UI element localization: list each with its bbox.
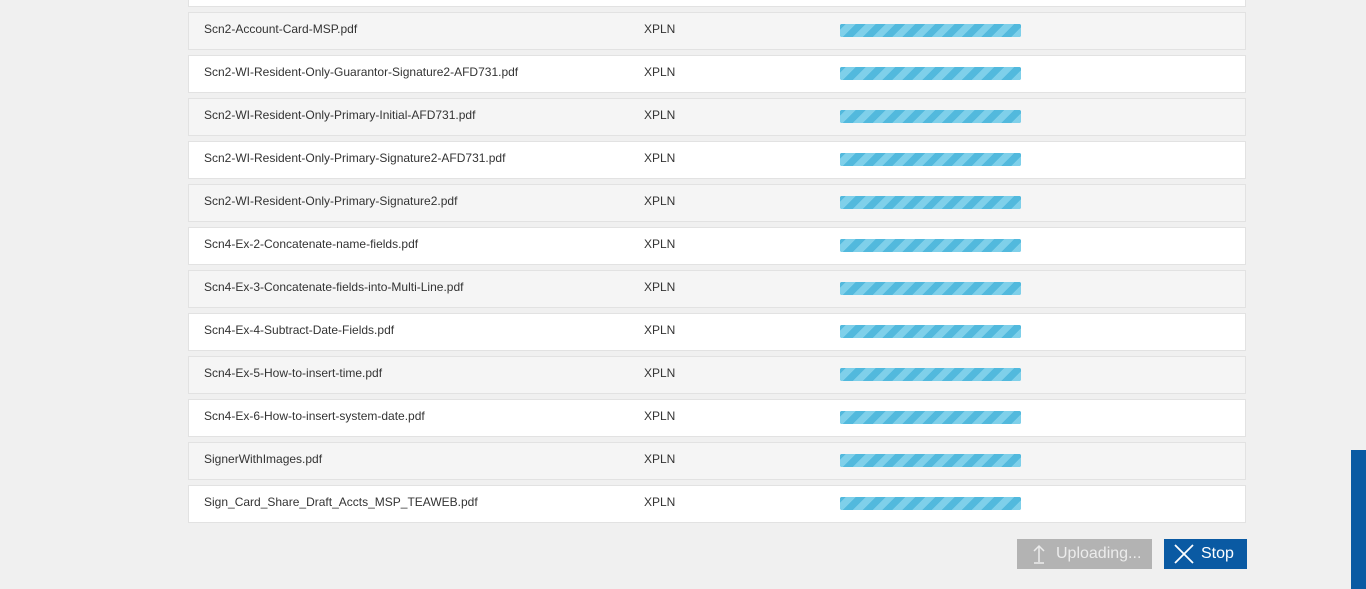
upload-progress-fill [840, 24, 1021, 37]
uploading-button[interactable]: Uploading... [1017, 539, 1152, 569]
file-type: XPLN [644, 323, 676, 337]
file-type: XPLN [644, 108, 676, 122]
file-type: XPLN [644, 237, 676, 251]
file-type: XPLN [644, 22, 676, 36]
upload-progress-bar [840, 110, 1021, 123]
upload-progress-bar [840, 282, 1021, 295]
file-name: Scn4-Ex-4-Subtract-Date-Fields.pdf [204, 323, 395, 337]
file-list: Scn2-Account-Card-MSP.pdf XPLN Scn2-WI-Res… [188, 0, 1246, 528]
file-row: Scn4-Ex-4-Subtract-Date-Fields.pdf XPLN [188, 313, 1246, 351]
file-name: Scn2-WI-Resident-Only-Primary-Initial-AF… [204, 108, 476, 122]
file-row [188, 0, 1246, 7]
stop-button[interactable]: Stop [1164, 539, 1247, 569]
upload-progress-bar [840, 239, 1021, 252]
upload-arrow-icon [1028, 543, 1050, 565]
upload-progress-bar [840, 368, 1021, 381]
upload-progress-fill [840, 196, 1021, 209]
file-name: Scn4-Ex-6-How-to-insert-system-date.pdf [204, 409, 425, 423]
file-type: XPLN [644, 65, 676, 79]
file-row: Scn4-Ex-3-Concatenate-fields-into-Multi-… [188, 270, 1246, 308]
upload-progress-fill [840, 325, 1021, 338]
close-x-icon [1173, 543, 1195, 565]
file-name: Scn2-WI-Resident-Only-Primary-Signature2… [204, 194, 458, 208]
upload-progress-bar [840, 454, 1021, 467]
file-name: SignerWithImages.pdf [204, 452, 323, 466]
upload-progress-bar [840, 153, 1021, 166]
file-type: XPLN [644, 151, 676, 165]
file-name: Scn2-Account-Card-MSP.pdf [204, 22, 358, 36]
file-row: Scn4-Ex-6-How-to-insert-system-date.pdf X… [188, 399, 1246, 437]
uploading-label: Uploading... [1056, 545, 1142, 562]
upload-progress-bar [840, 24, 1021, 37]
upload-progress-bar [840, 497, 1021, 510]
file-row: Scn4-Ex-5-How-to-insert-time.pdf XPLN [188, 356, 1246, 394]
file-name: Scn2-WI-Resident-Only-Guarantor-Signatur… [204, 65, 519, 79]
upload-progress-bar [840, 67, 1021, 80]
file-row: Scn4-Ex-2-Concatenate-name-fields.pdf XPL… [188, 227, 1246, 265]
file-type: XPLN [644, 409, 676, 423]
file-type: XPLN [644, 452, 676, 466]
upload-progress-fill [840, 110, 1021, 123]
stop-label: Stop [1201, 545, 1234, 562]
file-type: XPLN [644, 280, 676, 294]
upload-progress-fill [840, 368, 1021, 381]
file-name: Scn4-Ex-3-Concatenate-fields-into-Multi-… [204, 280, 464, 294]
file-name: Scn2-WI-Resident-Only-Primary-Signature2… [204, 151, 506, 165]
upload-progress-fill [840, 497, 1021, 510]
file-row: Sign_Card_Share_Draft_Accts_MSP_TEAWEB.p… [188, 485, 1246, 523]
upload-progress-bar [840, 411, 1021, 424]
upload-progress-fill [840, 454, 1021, 467]
file-type: XPLN [644, 495, 676, 509]
file-row: Scn2-WI-Resident-Only-Primary-Signature2… [188, 141, 1246, 179]
upload-progress-bar [840, 196, 1021, 209]
side-panel-tab[interactable] [1351, 450, 1366, 589]
upload-progress-fill [840, 153, 1021, 166]
upload-progress-fill [840, 67, 1021, 80]
file-name: Scn4-Ex-2-Concatenate-name-fields.pdf [204, 237, 419, 251]
file-name: Scn4-Ex-5-How-to-insert-time.pdf [204, 366, 383, 380]
file-row: Scn2-WI-Resident-Only-Primary-Signature2… [188, 184, 1246, 222]
upload-progress-fill [840, 239, 1021, 252]
file-type: XPLN [644, 366, 676, 380]
file-row: Scn2-Account-Card-MSP.pdf XPLN [188, 12, 1246, 50]
file-row: Scn2-WI-Resident-Only-Guarantor-Signatur… [188, 55, 1246, 93]
file-row: Scn2-WI-Resident-Only-Primary-Initial-AF… [188, 98, 1246, 136]
file-row: SignerWithImages.pdf XPLN [188, 442, 1246, 480]
upload-progress-bar [840, 325, 1021, 338]
upload-progress-fill [840, 411, 1021, 424]
file-type: XPLN [644, 194, 676, 208]
file-name: Sign_Card_Share_Draft_Accts_MSP_TEAWEB.p… [204, 495, 478, 509]
upload-progress-fill [840, 282, 1021, 295]
